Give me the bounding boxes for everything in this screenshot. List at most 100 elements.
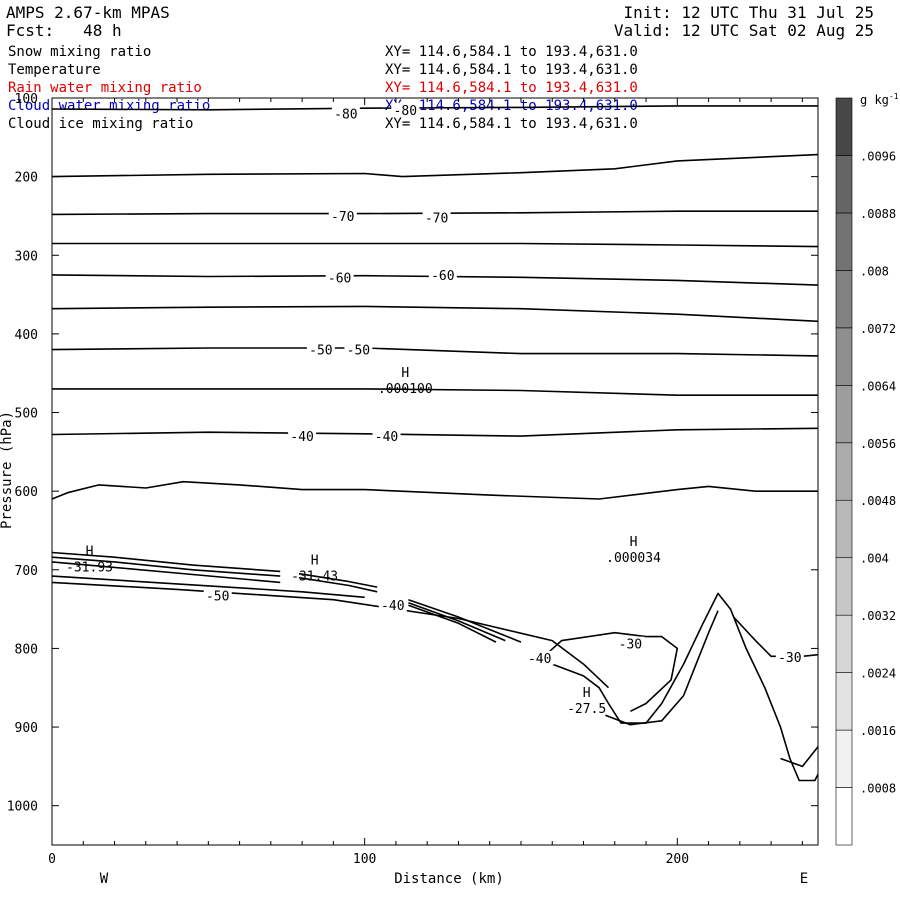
- init-time: Init: 12 UTC Thu 31 Jul 25: [623, 3, 874, 22]
- contour-line-11: [51, 575, 365, 599]
- colorbar-label-1: .0016: [860, 724, 896, 738]
- contour-label-bg-10: [203, 588, 232, 603]
- extremum-mark-3: H: [630, 535, 638, 550]
- contour-line-3: [52, 242, 819, 248]
- colorbar-cell-11: [835, 155, 853, 214]
- legend-cloud-ice-xy: XY= 114.6,584.1 to 193.4,631.0: [385, 116, 638, 132]
- contour-line-24: [780, 746, 819, 768]
- y-tick-label-500: 500: [15, 407, 38, 422]
- contour-line-18: [408, 602, 506, 642]
- contour-line-7: [52, 388, 818, 396]
- y-tick-label-300: 300: [15, 249, 38, 264]
- extremum-value-0: -31.93: [66, 561, 113, 576]
- extremum-value-2: .000100: [378, 382, 433, 397]
- contour-label-bg-3: [422, 210, 451, 225]
- colorbar-label-6: .0056: [860, 437, 896, 451]
- colorbar-unit: g kg-1: [860, 92, 899, 107]
- contour-label-11: -40: [381, 599, 404, 614]
- contour-line-1: [51, 153, 819, 178]
- colorbar-cell-6: [835, 442, 853, 501]
- contour-label-bg-8: [288, 429, 317, 444]
- contour-line-19: [408, 604, 497, 643]
- x-tick-label-0: 0: [48, 852, 56, 867]
- contour-label-bg-1: [391, 102, 420, 117]
- model-title: AMPS 2.67-km MPAS: [6, 3, 170, 22]
- contour-line-5: [51, 305, 819, 323]
- y-tick-label-100: 100: [15, 92, 38, 107]
- contour-line-17: [408, 598, 522, 643]
- colorbar-cell-10: [835, 212, 853, 271]
- contour-label-0: -80: [334, 108, 357, 123]
- contour-line-16: [298, 576, 378, 593]
- y-tick-label-800: 800: [15, 642, 38, 657]
- legend-snow-xy: XY= 114.6,584.1 to 193.4,631.0: [385, 44, 638, 60]
- contour-label-8: -40: [290, 430, 313, 445]
- legend-temperature-name: Temperature: [8, 62, 101, 78]
- contour-line-8: [51, 427, 819, 437]
- x-tick-label-100: 100: [353, 852, 376, 867]
- contour-line-20: [551, 592, 819, 782]
- colorbar-label-8: .0072: [860, 322, 896, 336]
- colorbar-cell-2: [835, 672, 853, 731]
- contour-line-12: [51, 561, 281, 584]
- y-tick-label-400: 400: [15, 328, 38, 343]
- extremum-mark-4: H: [583, 686, 591, 701]
- colorbar-label-5: .0048: [860, 494, 896, 508]
- contour-label-bg-0: [331, 106, 360, 121]
- extremum-mark-2: H: [401, 366, 409, 381]
- contour-label-5: -60: [431, 269, 454, 284]
- colorbar-label-0: .0008: [860, 782, 896, 796]
- colorbar-cell-8: [835, 327, 853, 386]
- y-axis-title: Pressure (hPa): [0, 411, 15, 529]
- colorbar-cell-1: [835, 729, 853, 788]
- y-tick-label-200: 200: [15, 171, 38, 186]
- legend-rain-name: Rain water mixing ratio: [8, 80, 202, 96]
- contour-label-bg-11: [378, 598, 407, 613]
- contour-label-bg-4: [325, 270, 354, 285]
- contour-line-14: [51, 551, 281, 573]
- y-tick-label-700: 700: [15, 564, 38, 579]
- contour-label-12: -40: [528, 652, 551, 667]
- colorbar-cell-7: [835, 385, 853, 444]
- contour-label-9: -40: [375, 430, 398, 445]
- colorbar-cell-3: [835, 614, 853, 673]
- extremum-value-4: -27.5: [567, 702, 606, 717]
- colorbar-label-9: .008: [860, 264, 889, 278]
- contour-label-bg-5: [428, 267, 457, 282]
- legend-cloud-ice-name: Cloud ice mixing ratio: [8, 116, 194, 132]
- extremum-mark-0: H: [86, 545, 94, 560]
- colorbar-label-11: .0096: [860, 149, 896, 163]
- contour-line-6: [51, 347, 819, 357]
- legend-temperature-xy: XY= 114.6,584.1 to 193.4,631.0: [385, 62, 638, 78]
- contour-label-bg-14: [775, 650, 804, 665]
- contour-line-22: [539, 631, 679, 713]
- contour-label-7: -50: [347, 344, 370, 359]
- colorbar-cell-12: [835, 97, 853, 156]
- plot-frame: [51, 97, 819, 846]
- contour-label-bg-12: [525, 650, 554, 665]
- x-end-label-east: E: [800, 871, 808, 887]
- forecast-hour: Fcst: 48 h: [6, 21, 122, 40]
- contour-label-14: -30: [778, 651, 801, 666]
- colorbar-cell-4: [835, 557, 853, 616]
- x-end-label-west: W: [100, 871, 109, 887]
- colorbar-cell-9: [835, 270, 853, 329]
- legend-snow-name: Snow mixing ratio: [8, 44, 152, 60]
- contour-line-9: [51, 480, 818, 500]
- legend-rain-xy: XY= 114.6,584.1 to 193.4,631.0: [385, 80, 638, 96]
- contour-line-23: [733, 616, 819, 658]
- contour-label-10: -50: [206, 590, 229, 605]
- y-tick-label-1000: 1000: [7, 800, 38, 815]
- contour-line-10: [51, 581, 610, 689]
- y-tick-label-900: 900: [15, 721, 38, 736]
- extremum-value-1: -31.43: [291, 569, 338, 584]
- colorbar-label-3: .0032: [860, 609, 896, 623]
- contour-line-15: [298, 572, 378, 588]
- contour-label-2: -70: [331, 210, 354, 225]
- contour-label-1: -80: [394, 104, 417, 119]
- colorbar-cell-0: [835, 787, 853, 846]
- contour-line-21: [605, 610, 719, 726]
- colorbar-label-10: .0088: [860, 207, 896, 221]
- x-tick-label-200: 200: [666, 852, 689, 867]
